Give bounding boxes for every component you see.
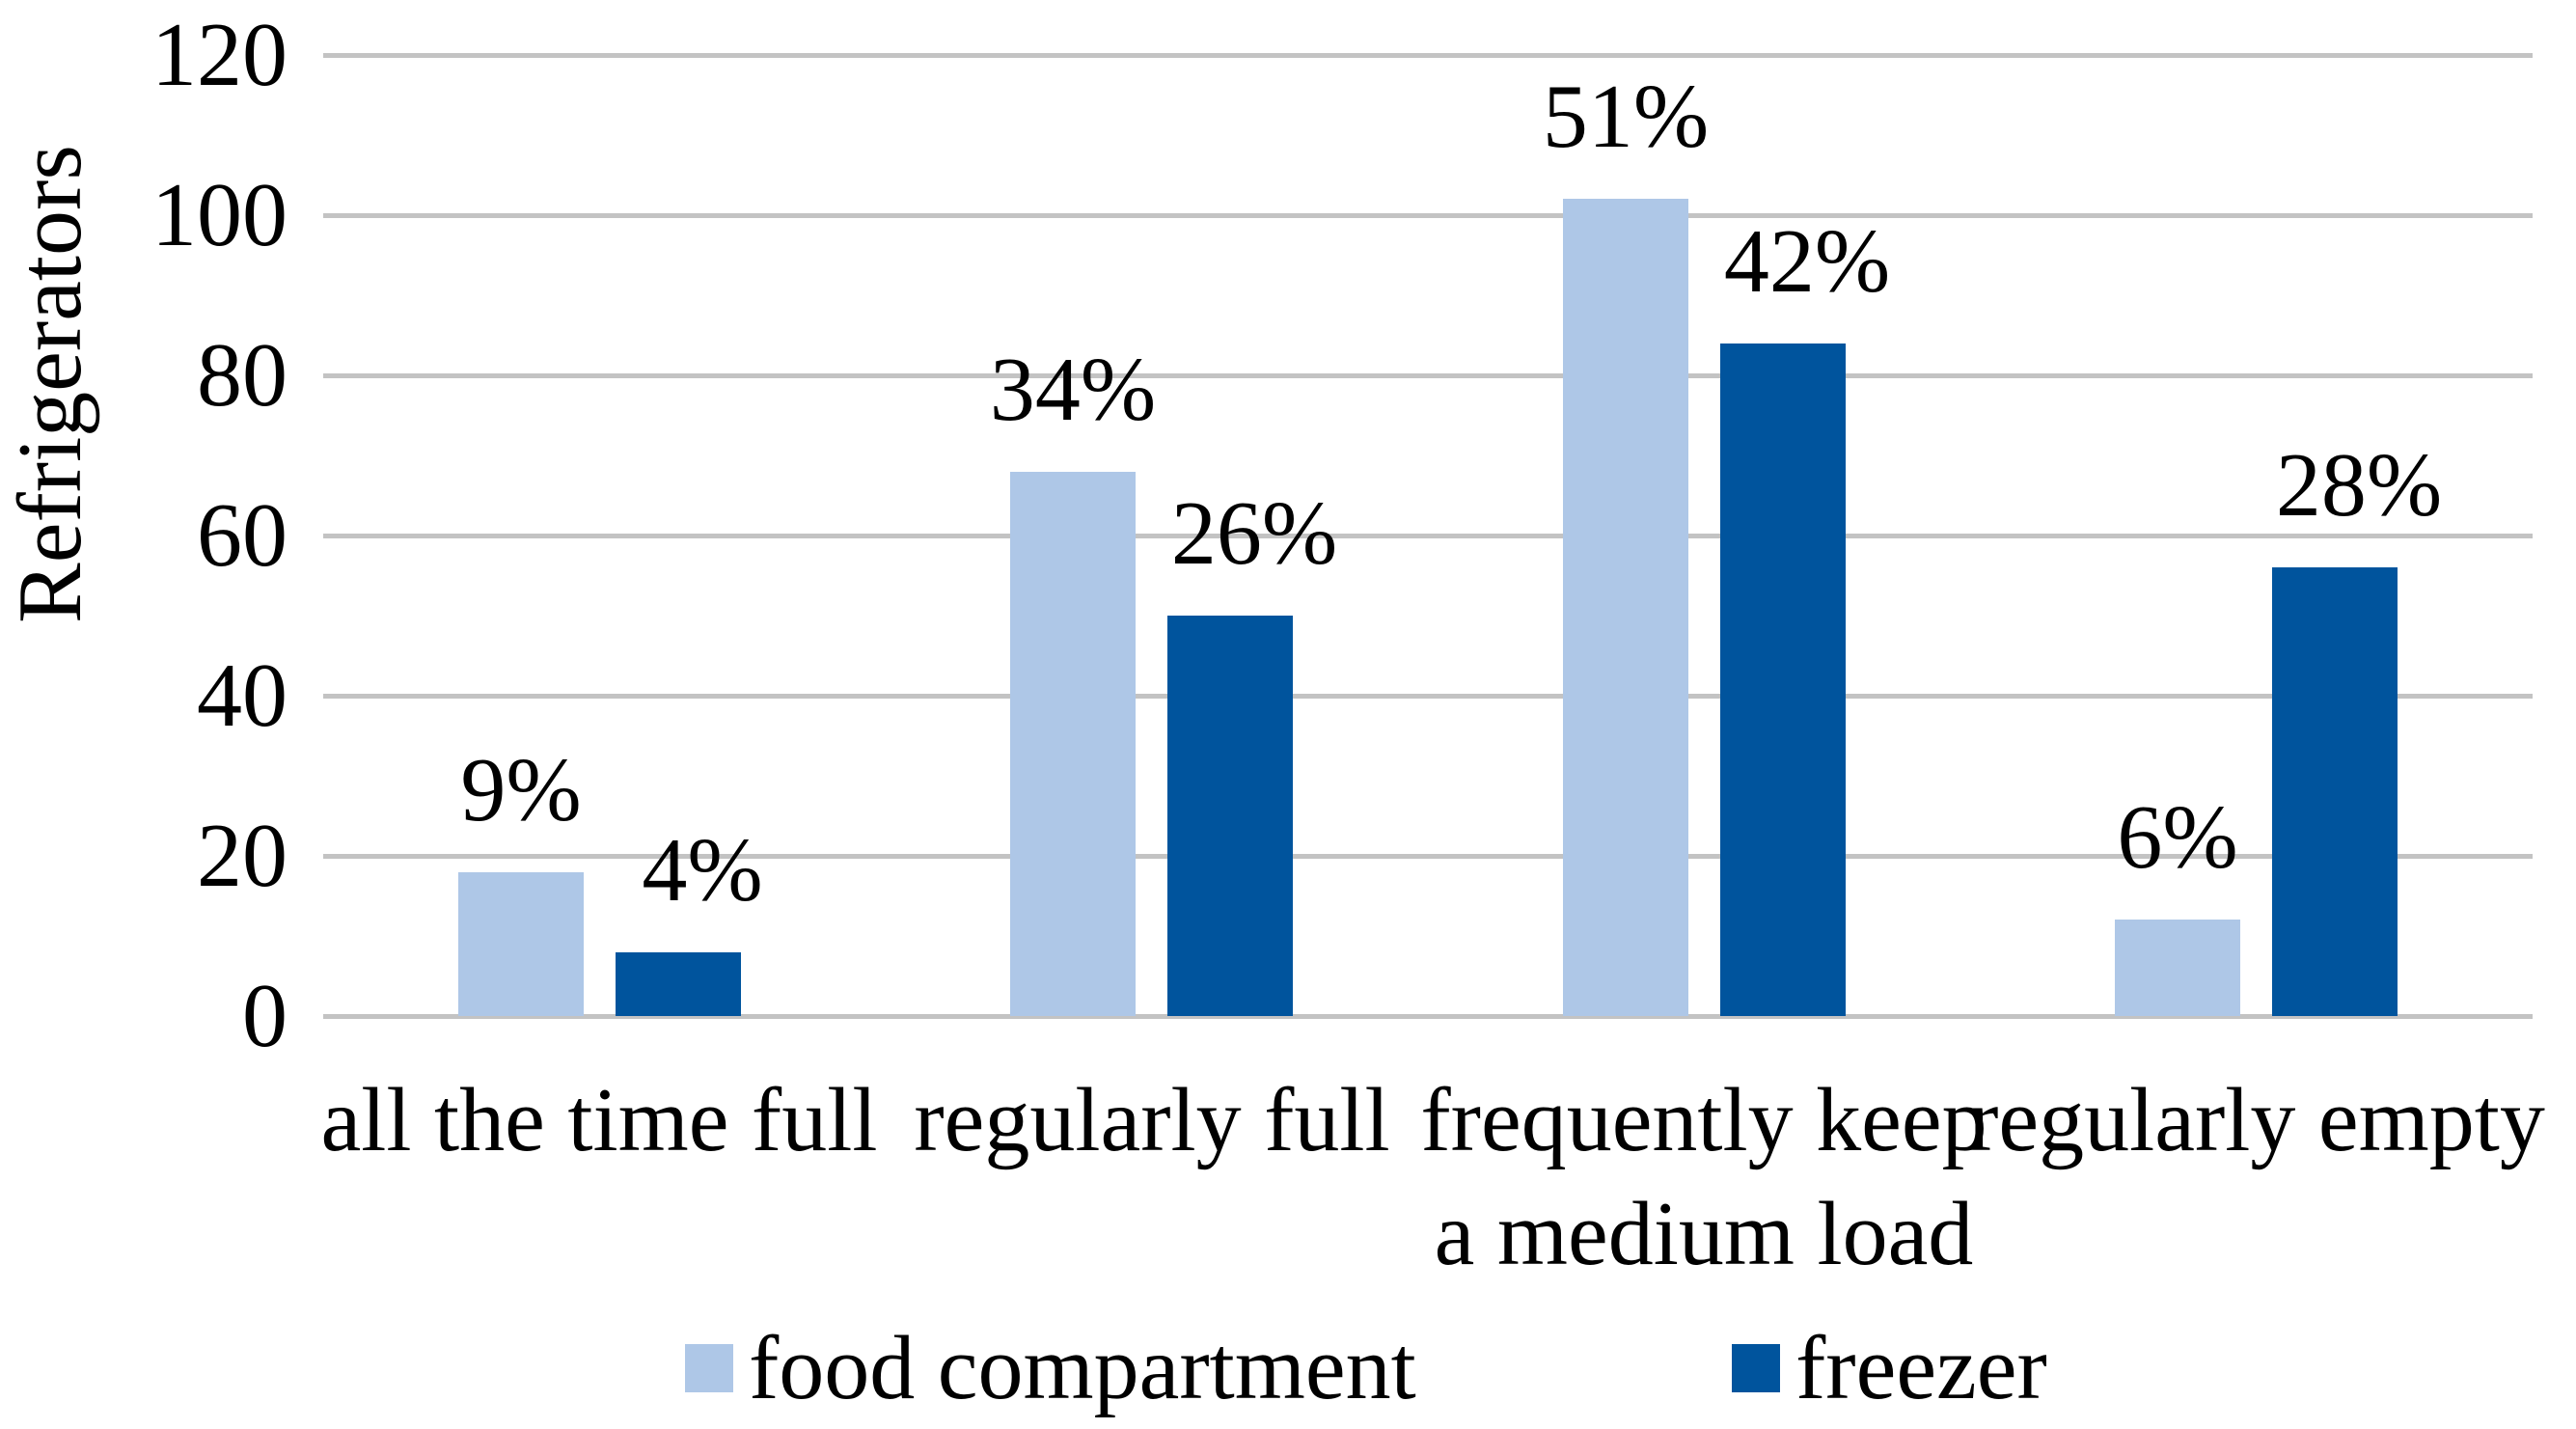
bar-value-label: 6% [2117, 787, 2238, 888]
gridline [323, 373, 2533, 378]
gridline [323, 694, 2533, 699]
bar-value-label: 34% [989, 340, 1157, 440]
bar-freezer [2272, 567, 2398, 1016]
bar-freezer [1167, 616, 1293, 1016]
y-axis-tick-label: 60 [197, 485, 288, 586]
bar-food-compartment [1563, 199, 1688, 1016]
x-axis-category-label: frequently keep a medium load [1420, 1070, 1987, 1284]
legend-label: freezer [1795, 1318, 2047, 1418]
x-axis-category-label: regularly full [914, 1070, 1390, 1170]
x-axis-category-label: all the time full [320, 1070, 878, 1170]
x-axis-category-label: regularly empty [1968, 1070, 2545, 1170]
y-axis-tick-label: 100 [151, 165, 288, 265]
y-axis-tick-label: 80 [197, 325, 288, 426]
bar-value-label: 42% [1723, 211, 1891, 312]
bar-value-label: 51% [1542, 67, 1710, 167]
y-axis-tick-label: 40 [197, 646, 288, 746]
bar-freezer [616, 952, 741, 1016]
gridline [323, 1014, 2533, 1019]
bar-food-compartment [458, 872, 584, 1016]
gridline [323, 213, 2533, 218]
legend-swatch-icon [685, 1344, 733, 1392]
y-axis-tick-label: 0 [242, 966, 288, 1066]
gridline [323, 534, 2533, 538]
bar-food-compartment [2115, 920, 2240, 1016]
legend-label: food compartment [749, 1318, 1416, 1418]
legend-swatch-icon [1732, 1344, 1780, 1392]
gridline [323, 854, 2533, 859]
bar-value-label: 28% [2275, 435, 2443, 536]
y-axis-tick-label: 20 [197, 806, 288, 906]
bar-value-label: 4% [642, 820, 763, 921]
bar-freezer [1720, 344, 1846, 1016]
bar-value-label: 26% [1170, 483, 1338, 584]
legend-entry-freezer: freezer [1732, 1315, 2047, 1421]
legend-entry-food-compartment: food compartment [685, 1315, 1416, 1421]
gridline [323, 53, 2533, 58]
bar-food-compartment [1010, 472, 1136, 1016]
bar-value-label: 9% [460, 740, 582, 840]
y-axis-tick-label: 120 [151, 5, 288, 105]
